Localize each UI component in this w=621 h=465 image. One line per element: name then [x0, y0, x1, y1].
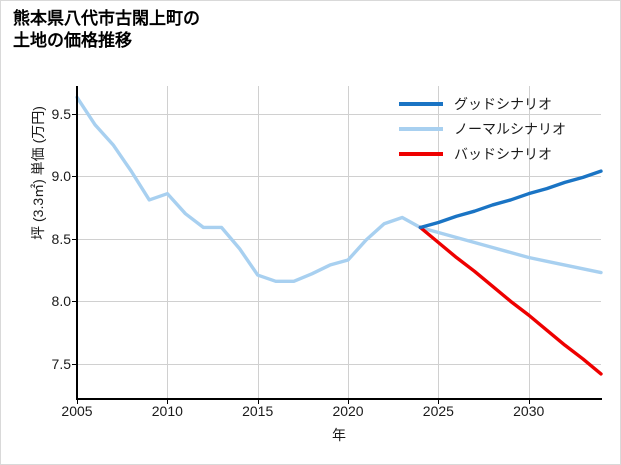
gridline-vertical	[257, 86, 259, 399]
legend-label: バッドシナリオ	[454, 145, 552, 162]
x-tick-mark	[528, 399, 530, 404]
chart-legend: グッドシナリオ ノーマルシナリオ バッドシナリオ	[399, 91, 609, 166]
x-axis-label: 年	[332, 427, 346, 443]
legend-item-good[interactable]: グッドシナリオ	[399, 91, 609, 116]
y-axis-label: 坪 (3.3㎡) 単価 (万円)	[30, 106, 46, 240]
gridline-vertical	[348, 86, 350, 399]
x-axis-spine	[76, 398, 602, 400]
y-tick-label: 8.5	[51, 230, 71, 247]
y-tick-mark	[72, 301, 77, 303]
y-tick-mark	[72, 238, 77, 240]
y-tick-mark	[72, 176, 77, 178]
legend-label: ノーマルシナリオ	[454, 120, 566, 137]
plot-background	[77, 86, 601, 399]
series-line-bad	[418, 225, 603, 376]
y-tick-mark	[72, 363, 77, 365]
gridline-horizontal	[77, 301, 601, 303]
y-tick-label: 9.5	[51, 105, 71, 122]
legend-label: グッドシナリオ	[454, 95, 552, 112]
legend-item-bad[interactable]: バッドシナリオ	[399, 141, 609, 166]
x-tick-label: 2020	[332, 403, 364, 419]
x-tick-label: 2005	[61, 403, 93, 419]
y-axis-tick-labels: 7.5 8.0 8.5 9.0 9.5	[35, 86, 71, 399]
gridline-horizontal	[77, 363, 601, 365]
x-tick-label: 2010	[151, 403, 183, 419]
legend-item-normal[interactable]: ノーマルシナリオ	[399, 116, 609, 141]
x-tick-label: 2025	[422, 403, 454, 419]
legend-swatch-good	[399, 101, 443, 106]
gridline-vertical	[528, 86, 530, 399]
y-tick-label: 9.0	[51, 168, 71, 185]
x-tick-mark	[167, 399, 169, 404]
x-tick-mark	[77, 399, 78, 404]
legend-swatch-normal	[399, 126, 443, 131]
y-tick-label: 7.5	[51, 355, 71, 372]
page-title: 熊本県八代市古閑上町の 土地の価格推移	[13, 9, 200, 51]
y-tick-label: 8.0	[51, 293, 71, 310]
gridline-horizontal	[77, 238, 601, 240]
gridline-horizontal	[77, 176, 601, 178]
gridline-horizontal	[77, 113, 601, 115]
x-axis-tick-labels: 2005 2010 2015 2020 2025 2030	[61, 403, 601, 423]
y-tick-mark	[72, 113, 77, 115]
x-tick-label: 2015	[242, 403, 274, 419]
gridline-vertical	[167, 86, 169, 399]
x-tick-label: 2030	[513, 403, 545, 419]
plot-area	[72, 86, 603, 404]
series-line-normal	[75, 95, 603, 284]
x-tick-mark	[348, 399, 350, 404]
legend-swatch-bad	[399, 151, 443, 156]
y-axis-spine	[76, 86, 78, 399]
x-tick-mark	[438, 399, 440, 404]
series-line-good	[418, 169, 603, 230]
series-layer	[75, 95, 603, 376]
x-tick-mark	[257, 399, 259, 404]
